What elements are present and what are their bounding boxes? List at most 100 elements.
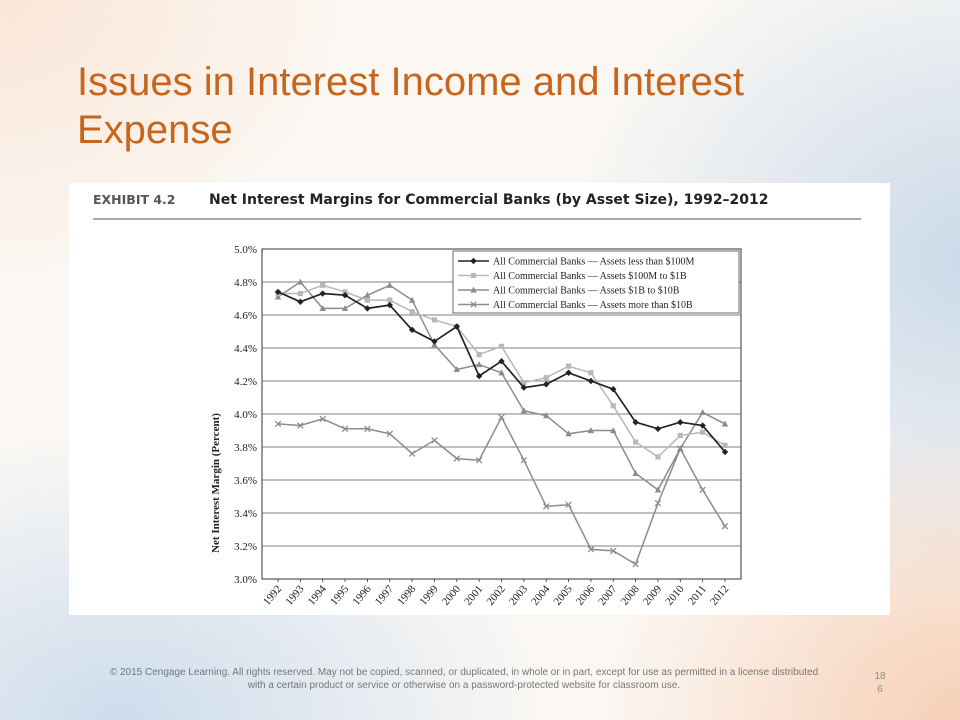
x-tick-label: 1999 <box>417 583 441 608</box>
data-point <box>654 425 662 433</box>
data-point <box>610 403 616 409</box>
data-point <box>408 326 416 334</box>
data-point <box>320 282 326 288</box>
y-tick-label: 3.4% <box>234 508 257 520</box>
legend-marker <box>470 272 477 279</box>
legend-item: All Commercial Banks — Assets $1B to $10… <box>458 286 680 297</box>
x-tick-labels: 1992 1993 1994 1995 1996 1997 1998 1999 2000 2001… <box>261 583 731 608</box>
y-tick-label: 4.6% <box>234 310 257 322</box>
x-tick-label: 2010 <box>663 583 687 608</box>
data-point <box>542 503 550 510</box>
data-point <box>431 338 438 345</box>
legend-label: All Commercial Banks — Assets $100M to $… <box>493 271 687 282</box>
y-tick-label: 4.8% <box>234 277 257 289</box>
data-point <box>700 429 706 435</box>
data-point <box>319 290 326 297</box>
data-point <box>610 386 617 393</box>
legend-label: All Commercial Banks — Assets less than … <box>493 257 694 268</box>
data-point <box>364 305 371 312</box>
legend-marker <box>470 301 477 308</box>
data-point <box>565 430 572 437</box>
legend: All Commercial Banks — Assets less than … <box>452 250 740 314</box>
data-point <box>588 370 594 376</box>
data-point <box>341 305 349 311</box>
y-tick-label: 3.8% <box>234 442 257 454</box>
legend-box <box>452 250 740 314</box>
data-point <box>475 361 483 368</box>
x-tick-label: 2000 <box>440 583 464 608</box>
data-point <box>408 296 416 303</box>
copyright-footer: © 2015 Cengage Learning. All rights rese… <box>109 667 819 691</box>
legend-label: All Commercial Banks — Assets more than … <box>493 300 693 311</box>
data-point <box>274 420 282 428</box>
data-point <box>677 445 684 452</box>
x-tick-label: 1998 <box>395 583 419 608</box>
y-tick-label: 4.0% <box>234 409 257 421</box>
data-point <box>543 381 550 388</box>
data-point <box>364 297 370 303</box>
data-point <box>633 439 639 445</box>
x-tick-label: 2009 <box>641 583 665 608</box>
legend-marker <box>470 257 477 265</box>
data-point <box>654 499 662 507</box>
x-tick-label: 1993 <box>283 583 307 608</box>
data-point <box>721 420 729 427</box>
data-point <box>297 278 304 285</box>
data-point <box>632 560 639 568</box>
data-point <box>409 309 415 315</box>
data-point <box>386 430 394 438</box>
data-point <box>587 427 595 434</box>
data-point <box>610 427 617 434</box>
data-point <box>721 522 729 530</box>
data-point <box>297 298 304 305</box>
legend-item: All Commercial Banks — Assets less than … <box>458 257 694 268</box>
exhibit-label: EXHIBIT 4.2 <box>93 192 176 207</box>
data-point <box>677 432 683 439</box>
data-point <box>341 425 349 433</box>
grid-layer <box>261 248 742 582</box>
x-tick-label: 2007 <box>596 583 620 608</box>
data-point <box>565 363 572 369</box>
data-point <box>386 281 393 288</box>
x-tick-label: 2001 <box>462 583 485 608</box>
data-point <box>431 317 438 323</box>
data-point <box>699 486 706 494</box>
x-tick-label: 1995 <box>328 583 352 608</box>
data-point <box>498 414 505 421</box>
y-tick-label: 4.4% <box>234 343 257 355</box>
y-tick-label: 5.0% <box>234 244 257 256</box>
data-point <box>431 437 438 444</box>
y-axis-label: Net Interest Margin (Percent) <box>210 413 222 553</box>
data-point <box>520 407 528 414</box>
data-point <box>342 289 348 295</box>
data-point <box>386 301 393 309</box>
y-tick-label: 3.0% <box>234 574 257 586</box>
legend-item: All Commercial Banks — Assets $100M to $… <box>458 271 687 282</box>
data-point <box>677 419 684 426</box>
x-tick-label: 2005 <box>552 583 576 608</box>
x-tick-label: 2006 <box>574 583 598 608</box>
x-tick-label: 1992 <box>261 583 284 608</box>
data-point <box>476 352 482 358</box>
data-point <box>521 380 527 386</box>
data-point <box>319 305 326 311</box>
data-point <box>520 456 528 464</box>
x-tick-label: 1997 <box>373 583 397 608</box>
data-point <box>297 290 303 297</box>
net-interest-margin-chart: EXHIBIT 4.2 Net Interest Margins for Com… <box>93 192 861 608</box>
data-point <box>609 547 617 555</box>
data-point <box>587 546 595 553</box>
data-point <box>654 486 662 493</box>
data-point <box>632 470 639 476</box>
y-tick-label: 3.6% <box>234 475 257 487</box>
data-point <box>699 408 706 415</box>
y-tick-label: 3.2% <box>234 541 257 553</box>
series-layer <box>274 278 729 568</box>
data-point <box>520 384 528 391</box>
data-point <box>475 456 483 464</box>
x-tick-label: 2012 <box>708 583 731 608</box>
data-point <box>297 422 304 429</box>
legend-label: All Commercial Banks — Assets $1B to $10… <box>493 286 680 297</box>
legend-marker <box>470 286 477 293</box>
data-point <box>341 292 349 299</box>
